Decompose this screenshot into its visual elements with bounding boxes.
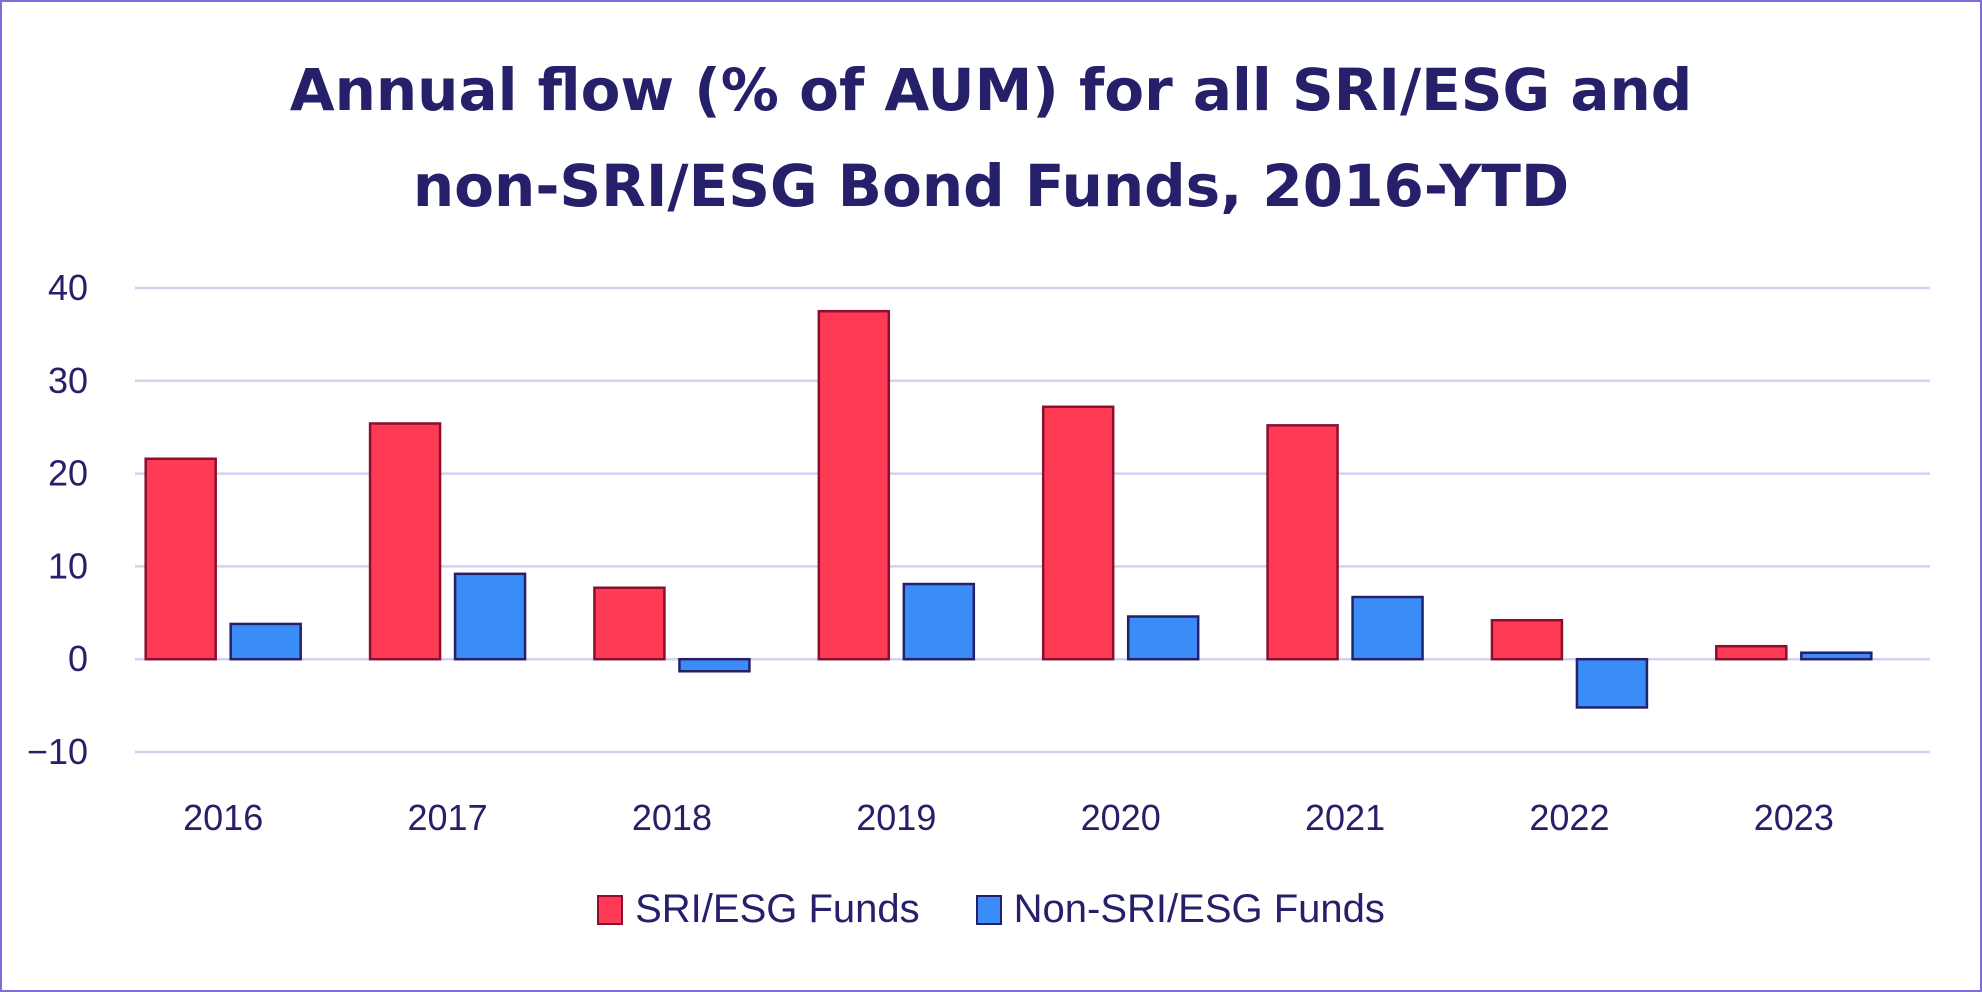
bar-non-sri-esg-2016 [229, 622, 302, 661]
bar-non-sri-esg-2022 [1575, 657, 1649, 709]
chart-title-line-2: non-SRI/ESG Bond Funds, 2016-YTD [412, 152, 1570, 220]
bar-non-sri-esg-2023 [1800, 651, 1873, 661]
y-tick-label: 0 [68, 638, 88, 679]
bar-non-sri-esg-2020 [1126, 615, 1200, 661]
chart-title: Annual flow (% of AUM) for all SRI/ESG a… [0, 42, 1982, 234]
bar-non-sri-esg-2017 [453, 572, 527, 661]
chart-title-line-1: Annual flow (% of AUM) for all SRI/ESG a… [289, 56, 1693, 124]
bar-non-sri-esg-2021 [1351, 595, 1424, 661]
bar-sri-esg-2018 [593, 586, 666, 661]
y-tick-label: 30 [48, 360, 88, 401]
x-tick-label: 2018 [632, 797, 712, 838]
legend-label-non-sri-esg: Non-SRI/ESG Funds [1013, 887, 1385, 931]
bar-sri-esg-2020 [1041, 405, 1115, 661]
bar-non-sri-esg-2019 [902, 582, 976, 661]
legend-item-sri-esg: SRI/ESG Funds [597, 887, 920, 932]
bar-sri-esg-2022 [1490, 618, 1564, 661]
y-axis-ticks: 40 30 20 10 0 −10 [27, 267, 88, 772]
legend: SRI/ESG Funds Non-SRI/ESG Funds [0, 887, 1982, 932]
bars [144, 309, 1873, 709]
x-tick-label: 2020 [1081, 797, 1161, 838]
y-tick-label: 10 [48, 545, 88, 586]
bar-sri-esg-2021 [1266, 424, 1339, 661]
y-tick-label: −10 [27, 731, 88, 772]
legend-swatch-non-sri-esg [975, 894, 1002, 925]
x-tick-label: 2016 [183, 797, 263, 838]
legend-label-sri-esg: SRI/ESG Funds [635, 887, 920, 931]
x-tick-label: 2021 [1305, 797, 1385, 838]
legend-item-non-sri-esg: Non-SRI/ESG Funds [975, 887, 1385, 932]
bar-sri-esg-2019 [817, 309, 891, 661]
x-tick-label: 2017 [408, 797, 488, 838]
bar-non-sri-esg-2018 [678, 657, 751, 673]
bar-sri-esg-2016 [144, 457, 217, 661]
x-tick-label: 2019 [856, 797, 936, 838]
x-tick-label: 2022 [1529, 797, 1609, 838]
y-tick-label: 40 [48, 267, 88, 308]
bar-sri-esg-2017 [368, 422, 442, 661]
bar-sri-esg-2023 [1715, 644, 1788, 661]
y-tick-label: 20 [48, 453, 88, 494]
x-axis-ticks: 2016 2017 2018 2019 2020 2021 2022 2023 [183, 797, 1834, 838]
x-tick-label: 2023 [1754, 797, 1834, 838]
legend-swatch-sri-esg [597, 894, 624, 925]
